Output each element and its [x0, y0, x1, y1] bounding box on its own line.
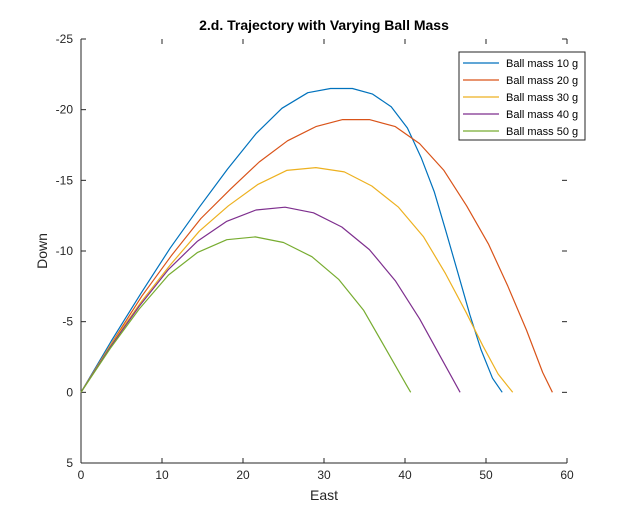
series-line-5 [80, 236, 412, 393]
series-line-2 [80, 118, 553, 393]
x-tick-label: 40 [398, 468, 412, 482]
x-tick-label: 60 [560, 468, 574, 482]
legend-label-1: Ball mass 10 g [506, 58, 578, 70]
legend-label-4: Ball mass 40 g [506, 109, 578, 121]
x-tick-label: 0 [78, 468, 85, 482]
legend-box [458, 51, 586, 141]
y-tick-label: 0 [66, 385, 73, 399]
y-tick-label: -5 [62, 315, 73, 329]
legend-label-5: Ball mass 50 g [506, 126, 578, 138]
y-tick-label: 5 [66, 456, 73, 470]
y-tick-label: -25 [56, 32, 74, 46]
chart-title: 2.d. Trajectory with Varying Ball Mass [199, 17, 449, 33]
series-line-4 [80, 206, 461, 393]
series-line-1 [80, 87, 503, 393]
legend-label-3: Ball mass 30 g [506, 92, 578, 104]
legend-label-2: Ball mass 20 g [506, 75, 578, 87]
y-tick-label: -20 [56, 103, 74, 117]
x-tick-label: 20 [236, 468, 250, 482]
y-ticks: -25 -20 -15 -10 -5 0 5 [56, 32, 567, 470]
y-tick-label: -10 [56, 244, 74, 258]
x-ticks: 0 10 20 30 40 50 60 [78, 39, 574, 482]
legend: Ball mass 10 g Ball mass 20 g Ball mass 30… [458, 51, 586, 141]
plot-area: 0 10 20 30 40 50 60 -25-20-15-10-505 [56, 32, 574, 482]
y-axis-label: Down [34, 233, 50, 269]
legend-items: Ball mass 10 g Ball mass 20 g Ball mass 30… [463, 58, 578, 138]
x-axis-label: East [310, 487, 338, 503]
series-line-3 [80, 167, 514, 393]
x-tick-label: 10 [155, 468, 169, 482]
series-lines [80, 87, 553, 393]
x-tick-label: 30 [317, 468, 331, 482]
x-tick-label: 50 [479, 468, 493, 482]
y-tick-label: -15 [56, 173, 74, 187]
